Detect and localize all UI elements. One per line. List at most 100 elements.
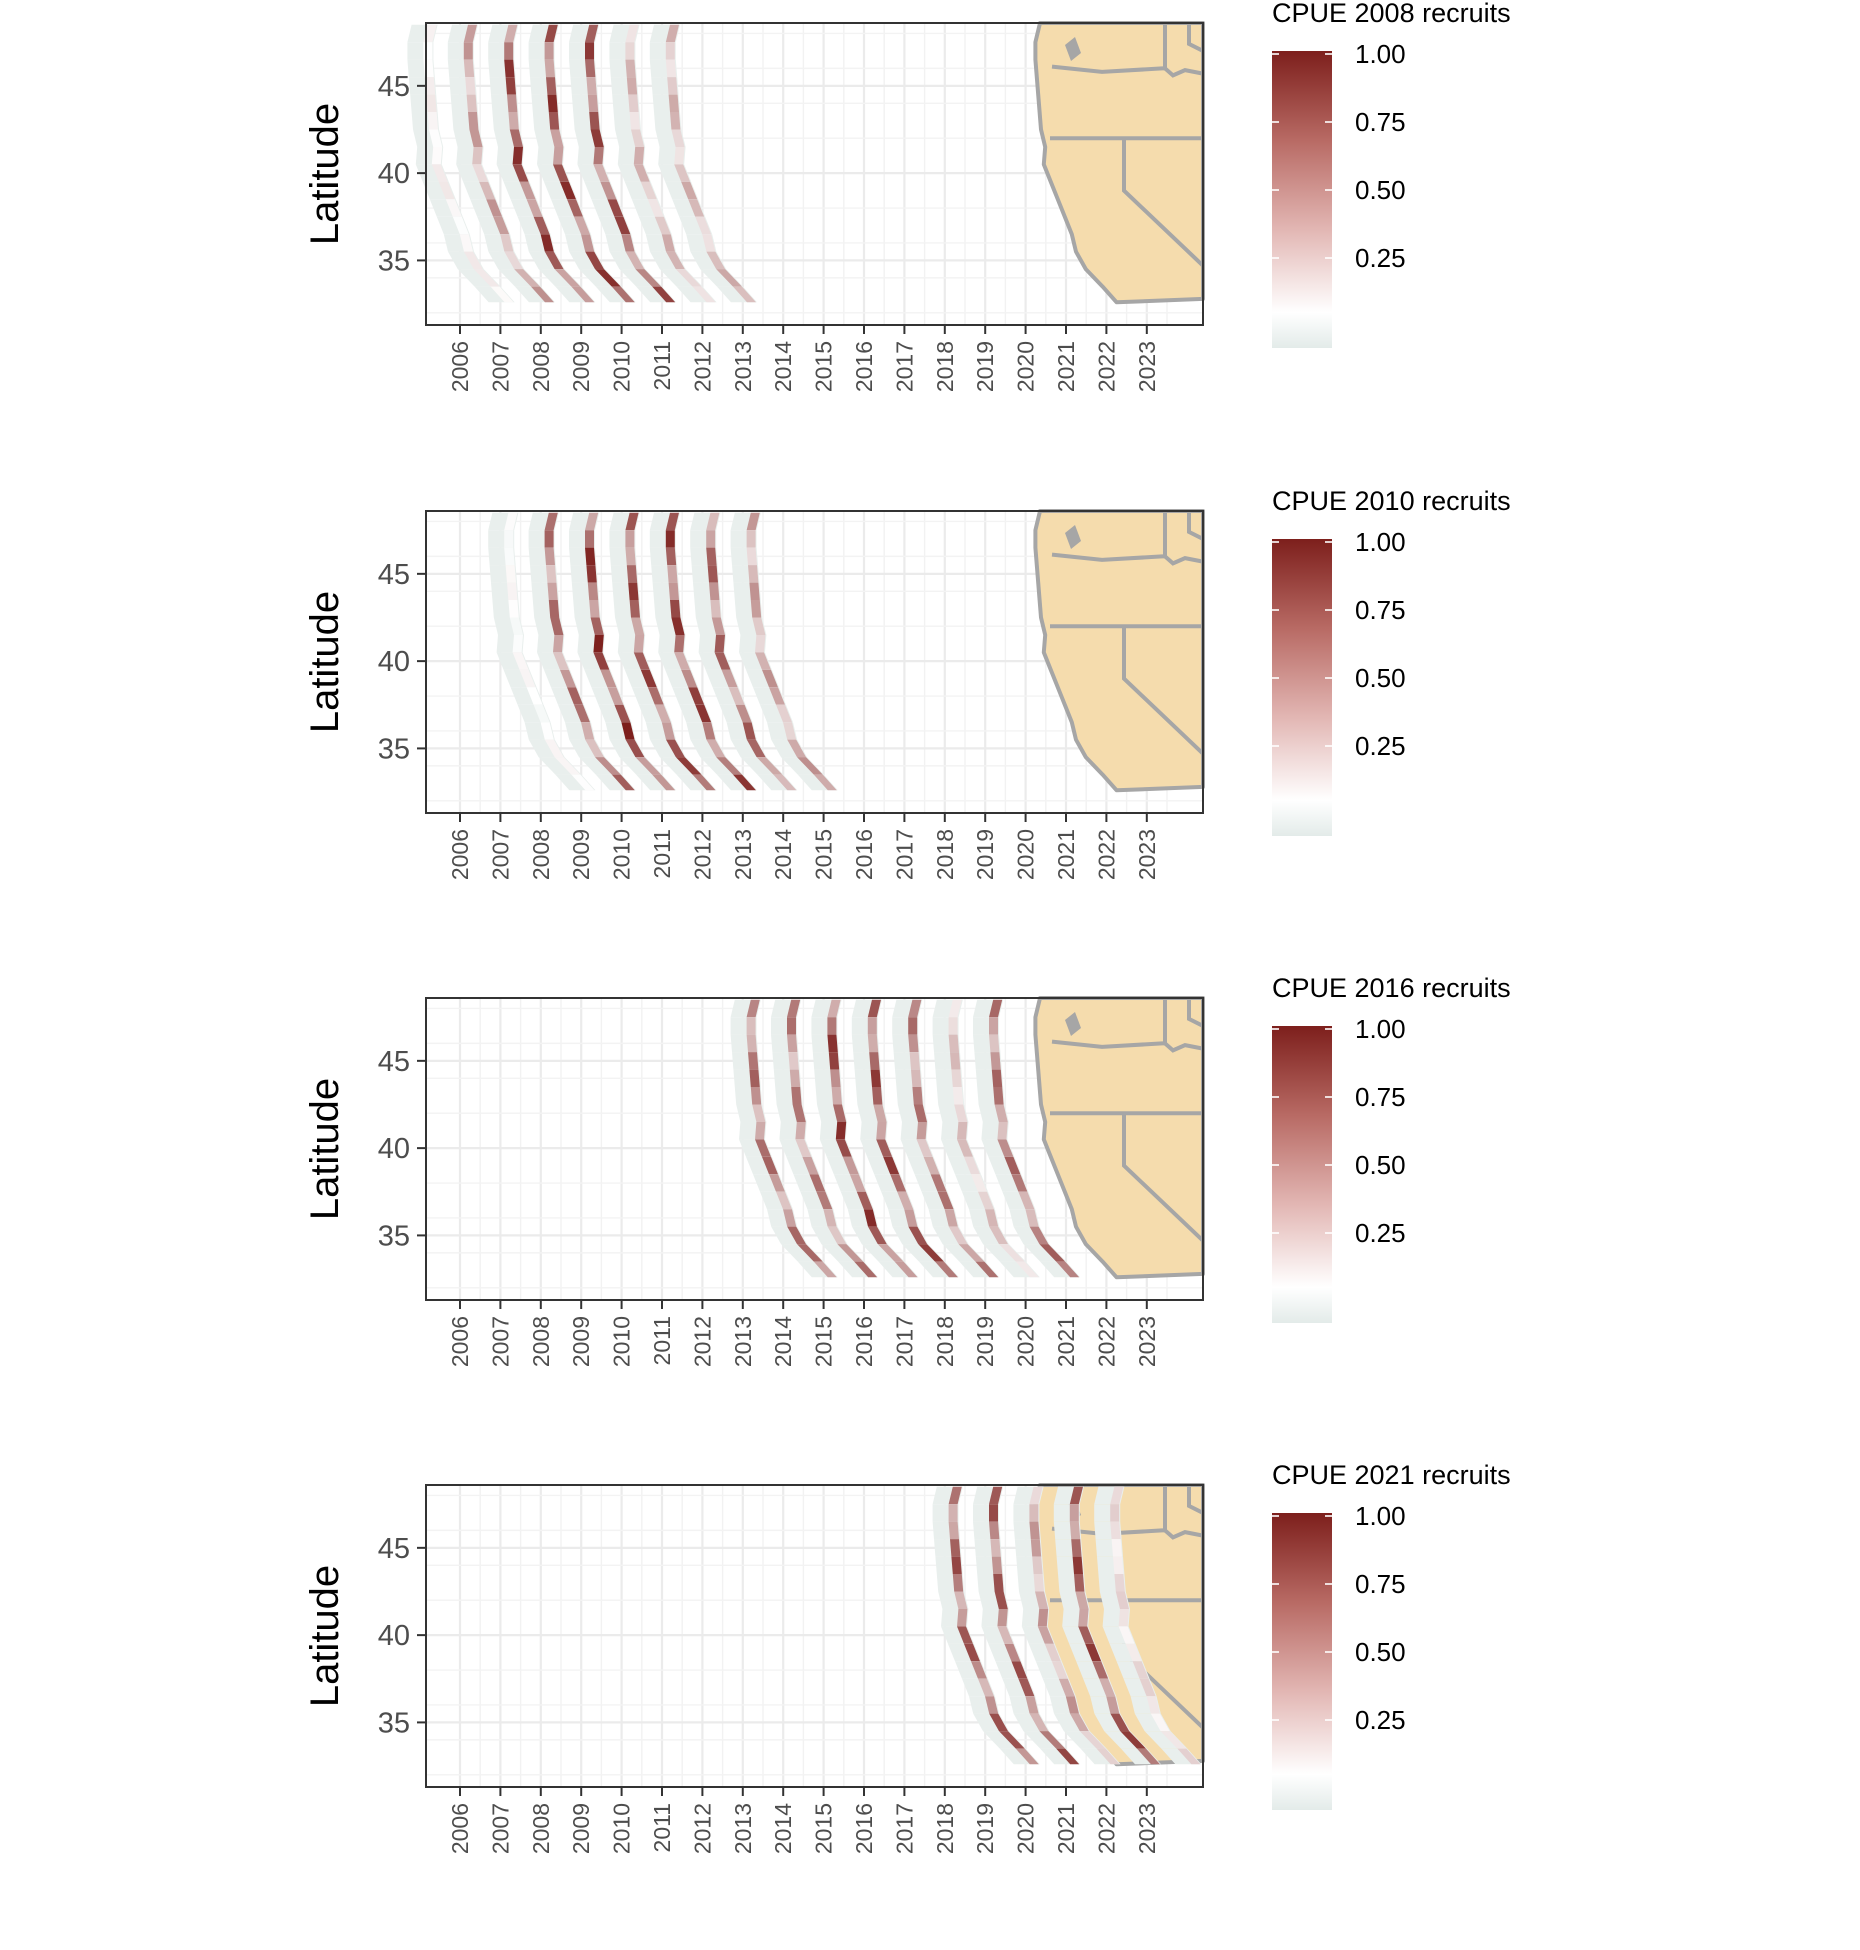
y-tick-label: 40 [378, 1133, 410, 1165]
legend-break-label: 1.00 [1355, 1501, 1406, 1531]
cpue-cell-inshore [625, 547, 636, 566]
cpue-cell-inshore [585, 251, 604, 270]
x-tick-label: 2018 [932, 341, 958, 392]
cpue-cell-inshore [827, 1034, 838, 1053]
survey-lane-2020 [973, 999, 1081, 1278]
cpue-cell-inshore [993, 1574, 1004, 1592]
survey-lane-2022 [1053, 1486, 1161, 1765]
cpue-cell-inshore [1079, 1731, 1106, 1749]
cpue-cell-inshore [512, 146, 523, 165]
cpue-cell-inshore [706, 251, 726, 270]
cpue-cell-inshore [795, 1139, 812, 1157]
cpue-cell-inshore [633, 652, 650, 670]
cpue-cell-inshore [626, 77, 638, 95]
cpue-cell-inshore [544, 251, 564, 270]
cpue-cell-inshore [626, 565, 638, 583]
x-tick-label: 2008 [528, 829, 554, 880]
cpue-cell-inshore [792, 1104, 806, 1122]
legend: CPUE 2021 recruits 0.25 0.50 0.75 1.00 [1272, 1460, 1511, 1810]
cpue-cell-inshore [1025, 1696, 1039, 1714]
cpue-cell-inshore [593, 164, 610, 182]
cpue-cell-inshore [600, 669, 617, 688]
cpue-cell-inshore [948, 1486, 962, 1505]
cpue-cell-inshore [909, 1052, 920, 1070]
x-tick-label: 2007 [487, 829, 513, 880]
legend-break-label: 0.75 [1355, 1569, 1406, 1599]
legend: CPUE 2008 recruits 0.25 0.50 0.75 1.00 [1272, 0, 1511, 348]
cpue-cell-inshore [816, 1191, 833, 1210]
cpue-cell-inshore [989, 999, 1003, 1018]
cpue-cell-inshore [464, 251, 483, 270]
cpue-cell-inshore [912, 1087, 923, 1105]
y-axis-title: Latitude [303, 103, 347, 245]
cpue-cell-inshore [746, 547, 757, 566]
cpue-cell-inshore [788, 1052, 799, 1070]
cpue-cell-inshore [835, 1121, 847, 1140]
cpue-cell-inshore [813, 1261, 837, 1278]
cpue-cell-inshore [671, 617, 685, 635]
cpue-cell-inshore [665, 530, 675, 548]
cpue-cell-inshore [755, 634, 766, 653]
cpue-cell-inshore [531, 286, 554, 303]
cpue-cell-inshore [985, 1696, 999, 1714]
cpue-cell-inshore [795, 1121, 806, 1140]
cpue-cell-inshore [823, 1209, 837, 1227]
cpue-cell-inshore [661, 722, 675, 740]
cpue-cell-inshore [752, 1104, 766, 1122]
cpue-cell-inshore [869, 1052, 880, 1070]
cpue-cell-inshore [997, 1139, 1014, 1157]
cpue-cell-inshore [954, 1591, 968, 1609]
cpue-cell-inshore [504, 59, 515, 78]
cpue-cell-inshore [1029, 1486, 1043, 1505]
cpue-cell-inshore [1092, 1661, 1109, 1679]
cpue-cell-inshore [560, 181, 576, 200]
x-tick-label: 2015 [811, 829, 837, 880]
legend-break-label: 0.50 [1355, 1150, 1406, 1180]
survey-lane-2017 [851, 999, 959, 1278]
x-tick-label: 2016 [851, 1803, 877, 1854]
cpue-cell-inshore [587, 582, 599, 601]
cpue-cell-inshore [951, 1069, 962, 1088]
cpue-cell-inshore [526, 199, 543, 217]
cpue-cell-inshore [1120, 1731, 1146, 1749]
border-wa-id [1163, 511, 1204, 566]
x-tick-label: 2021 [1053, 1803, 1079, 1854]
x-tick-label: 2010 [609, 341, 635, 392]
cpue-cell-inshore [1114, 1574, 1125, 1592]
cpue-cell-inshore [692, 286, 716, 303]
cpue-cell-inshore [621, 722, 635, 740]
cpue-cell-inshore [1039, 1244, 1066, 1262]
x-tick-label: 2017 [891, 1316, 917, 1367]
cpue-cell-inshore [904, 1209, 918, 1227]
cpue-cell-inshore [897, 1191, 914, 1210]
legend-title: CPUE 2016 recruits [1272, 973, 1511, 1003]
x-tick-label: 2011 [649, 829, 675, 878]
survey-lane-2012 [649, 24, 757, 303]
cpue-cell-inshore [867, 999, 881, 1018]
cpue-cell-inshore [1029, 1226, 1049, 1245]
cpue-cell-inshore [665, 59, 677, 78]
y-tick-label: 45 [378, 559, 410, 591]
cpue-cell-inshore [964, 1156, 980, 1175]
cpue-cell-inshore [964, 1643, 980, 1662]
cpue-cell-inshore [1065, 1696, 1079, 1714]
cpue-cell-inshore [554, 269, 581, 287]
cpue-cell-inshore [652, 774, 676, 791]
legend-colorbar [1272, 539, 1332, 836]
cpue-cell-inshore [593, 652, 610, 670]
x-tick-label: 2022 [1093, 341, 1119, 392]
y-tick-label: 40 [378, 158, 410, 190]
cpue-cell-inshore [1078, 1626, 1095, 1644]
cpue-cell-inshore [560, 669, 576, 688]
cpue-cell-inshore [1177, 1748, 1201, 1765]
cpue-cell-inshore [930, 1174, 947, 1192]
cpue-cell-inshore [952, 1574, 964, 1592]
cpue-cell-inshore [1018, 1191, 1035, 1210]
cpue-cell-inshore [427, 112, 438, 130]
cpue-cell-inshore [674, 164, 691, 182]
cpue-cell-inshore [809, 1174, 826, 1192]
cpue-cell-inshore [1075, 1591, 1089, 1609]
cpue-cell-inshore [1110, 1521, 1121, 1540]
cpue-cell-inshore [894, 1261, 918, 1278]
x-tick-label: 2010 [609, 829, 635, 880]
